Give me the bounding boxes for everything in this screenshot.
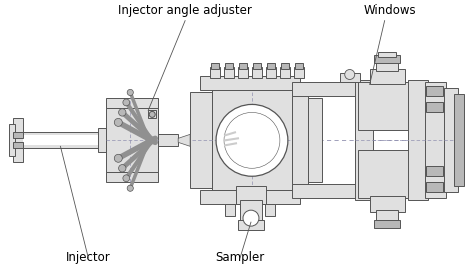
Bar	[295, 62, 303, 69]
Bar	[265, 204, 275, 216]
Text: Windows: Windows	[363, 4, 416, 17]
Bar	[240, 200, 262, 222]
Bar	[236, 186, 266, 204]
Bar	[238, 67, 248, 78]
Bar	[148, 110, 156, 118]
Bar	[370, 196, 405, 212]
Bar	[266, 67, 276, 78]
Bar	[376, 210, 398, 220]
Bar	[190, 92, 212, 188]
Bar	[253, 62, 261, 69]
Circle shape	[118, 165, 126, 172]
Text: Sampler: Sampler	[215, 251, 264, 264]
Bar	[294, 67, 304, 78]
Circle shape	[114, 154, 122, 162]
Circle shape	[345, 69, 355, 80]
Text: Injector angle adjuster: Injector angle adjuster	[118, 4, 252, 17]
Bar	[239, 62, 247, 69]
Bar	[106, 108, 158, 172]
Circle shape	[127, 89, 133, 95]
Bar	[280, 67, 290, 78]
Bar	[378, 52, 396, 57]
Bar	[23, 132, 102, 148]
Bar	[225, 204, 235, 216]
Bar	[245, 204, 255, 216]
Bar	[200, 190, 300, 204]
Bar	[374, 220, 400, 228]
Bar	[211, 62, 219, 69]
Bar	[355, 80, 373, 200]
Polygon shape	[178, 134, 190, 146]
Bar	[445, 88, 458, 192]
Bar	[374, 55, 400, 62]
Circle shape	[224, 112, 280, 168]
Bar	[358, 83, 412, 130]
Circle shape	[127, 185, 133, 191]
Bar	[210, 67, 220, 78]
Bar	[426, 182, 444, 192]
Circle shape	[243, 210, 259, 226]
Bar	[426, 87, 444, 96]
Bar	[267, 62, 275, 69]
Circle shape	[114, 118, 122, 126]
Bar	[370, 69, 405, 85]
Bar	[238, 220, 264, 230]
Bar	[158, 134, 178, 146]
Bar	[292, 184, 362, 198]
Bar	[376, 60, 398, 71]
Bar	[12, 142, 23, 148]
Bar	[408, 80, 428, 200]
Bar	[292, 83, 362, 96]
Bar	[425, 83, 447, 198]
Bar	[225, 62, 233, 69]
Bar	[98, 128, 106, 152]
Bar	[426, 102, 444, 112]
Bar	[212, 90, 292, 190]
Bar	[224, 67, 234, 78]
Bar	[455, 94, 465, 186]
Bar	[252, 67, 262, 78]
Bar	[292, 90, 308, 190]
Circle shape	[149, 111, 155, 117]
Bar	[12, 132, 23, 138]
Bar	[308, 99, 322, 182]
Bar	[106, 172, 158, 182]
Bar	[23, 135, 102, 145]
Circle shape	[123, 175, 130, 182]
Bar	[358, 150, 412, 198]
Bar	[426, 166, 444, 176]
Circle shape	[216, 104, 288, 176]
Bar	[9, 124, 15, 156]
Text: Injector: Injector	[66, 251, 111, 264]
Circle shape	[123, 99, 130, 106]
Bar	[340, 73, 360, 83]
Bar	[200, 76, 300, 90]
Circle shape	[118, 109, 126, 116]
Bar	[281, 62, 289, 69]
Bar	[106, 99, 158, 108]
Bar	[12, 118, 23, 162]
